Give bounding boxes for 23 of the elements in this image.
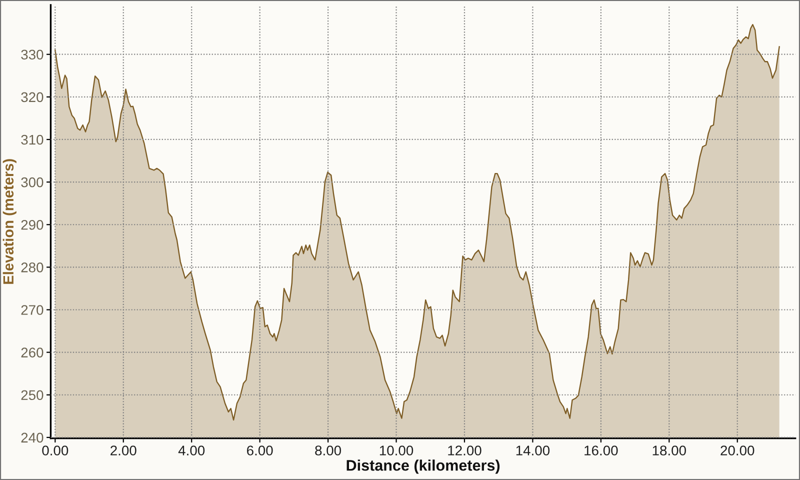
y-tick-label: 260 xyxy=(21,348,44,358)
x-tick-label: 14.00 xyxy=(516,446,550,456)
y-tick-label: 320 xyxy=(21,92,44,102)
y-tick-label: 270 xyxy=(21,305,44,315)
x-tick-label: 12.00 xyxy=(448,446,482,456)
y-tick-label: 330 xyxy=(21,50,44,60)
x-tick-label: 16.00 xyxy=(584,446,618,456)
x-tick-label: 4.00 xyxy=(178,446,205,456)
x-tick-label: 18.00 xyxy=(652,446,686,456)
x-tick-label: 10.00 xyxy=(380,446,414,456)
y-tick-label: 290 xyxy=(21,220,44,230)
y-tick-label: 280 xyxy=(21,262,44,272)
y-tick-label: 310 xyxy=(21,134,44,145)
x-tick-label: 8.00 xyxy=(315,446,342,456)
x-tick-label: 2.00 xyxy=(110,446,136,456)
y-axis-title: Elevation (meters) xyxy=(2,159,16,284)
x-axis-title: Distance (kilometers) xyxy=(346,460,500,474)
y-tick-label: 300 xyxy=(21,177,44,188)
x-tick-label: 0.00 xyxy=(42,446,68,456)
y-tick-label: 250 xyxy=(21,390,44,400)
x-tick-label: 6.00 xyxy=(247,446,273,456)
x-tick-label: 20.00 xyxy=(720,446,754,456)
y-tick-label: 240 xyxy=(21,432,44,443)
